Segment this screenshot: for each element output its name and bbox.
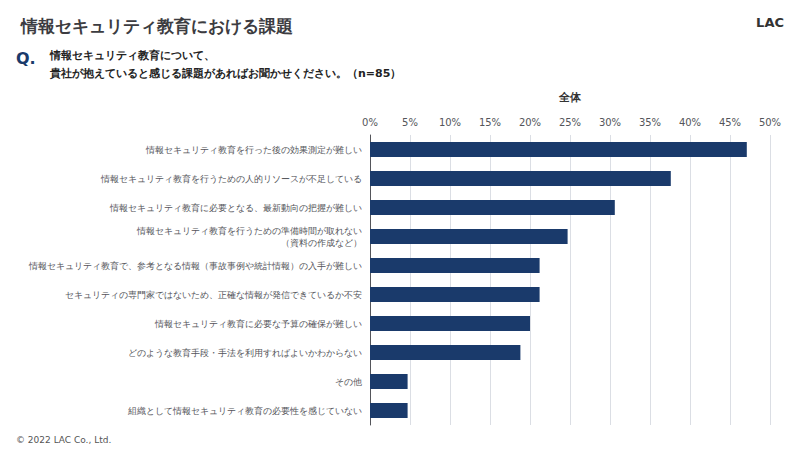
svg-text:情報セキュリティ教育を行った後の効果測定が難しい: 情報セキュリティ教育を行った後の効果測定が難しい <box>145 145 362 155</box>
svg-text:40%: 40% <box>679 117 701 128</box>
svg-text:情報セキュリティ教育を行うための人的リソースが不足している: 情報セキュリティ教育を行うための人的リソースが不足している <box>100 174 362 184</box>
svg-text:情報セキュリティ教育について、: 情報セキュリティ教育について、 <box>49 49 215 62</box>
svg-text:どのような教育手段・手法を利用すればよいかわからない: どのような教育手段・手法を利用すればよいかわからない <box>128 348 362 358</box>
svg-text:15%: 15% <box>479 117 501 128</box>
svg-text:10%: 10% <box>439 117 461 128</box>
svg-text:30%: 30% <box>599 117 621 128</box>
svg-text:25%: 25% <box>559 117 581 128</box>
svg-text:0%: 0% <box>362 117 378 128</box>
svg-text:© 2022 LAC Co., Ltd.: © 2022 LAC Co., Ltd. <box>16 435 111 445</box>
svg-text:20%: 20% <box>519 117 541 128</box>
svg-text:5%: 5% <box>402 117 418 128</box>
svg-text:Q.: Q. <box>16 49 36 68</box>
svg-text:35%: 35% <box>639 117 661 128</box>
svg-text:情報セキュリティ教育における課題: 情報セキュリティ教育における課題 <box>20 16 293 36</box>
svg-text:組織として情報セキュリティ教育の必要性を感じていない: 組織として情報セキュリティ教育の必要性を感じていない <box>127 406 362 416</box>
svg-text:全体: 全体 <box>558 91 582 104</box>
svg-text:情報セキュリティ教育を行うための準備時間が取れない: 情報セキュリティ教育を行うための準備時間が取れない <box>136 226 362 236</box>
svg-text:情報セキュリティ教育に必要な予算の確保が難しい: 情報セキュリティ教育に必要な予算の確保が難しい <box>154 319 362 329</box>
svg-text:情報セキュリティ教育に必要となる、最新動向の把握が難しい: 情報セキュリティ教育に必要となる、最新動向の把握が難しい <box>109 203 362 213</box>
svg-text:50%: 50% <box>759 117 781 128</box>
svg-text:セキュリティの専門家ではないため、正確な情報が発信できている: セキュリティの専門家ではないため、正確な情報が発信できているか不安 <box>65 290 362 300</box>
svg-text:情報セキュリティ教育で、参考となる情報（事故事例や統計情報）: 情報セキュリティ教育で、参考となる情報（事故事例や統計情報）の入手が難しい <box>28 261 362 271</box>
svg-text:その他: その他 <box>335 377 362 387</box>
svg-text:貴社が抱えていると感じる課題があればお聞かせください。（n=: 貴社が抱えていると感じる課題があればお聞かせください。（n=85） <box>49 67 401 80</box>
svg-text:LAC: LAC <box>756 15 784 30</box>
svg-text:（資料の作成など）: （資料の作成など） <box>281 238 362 248</box>
svg-text:45%: 45% <box>719 117 741 128</box>
